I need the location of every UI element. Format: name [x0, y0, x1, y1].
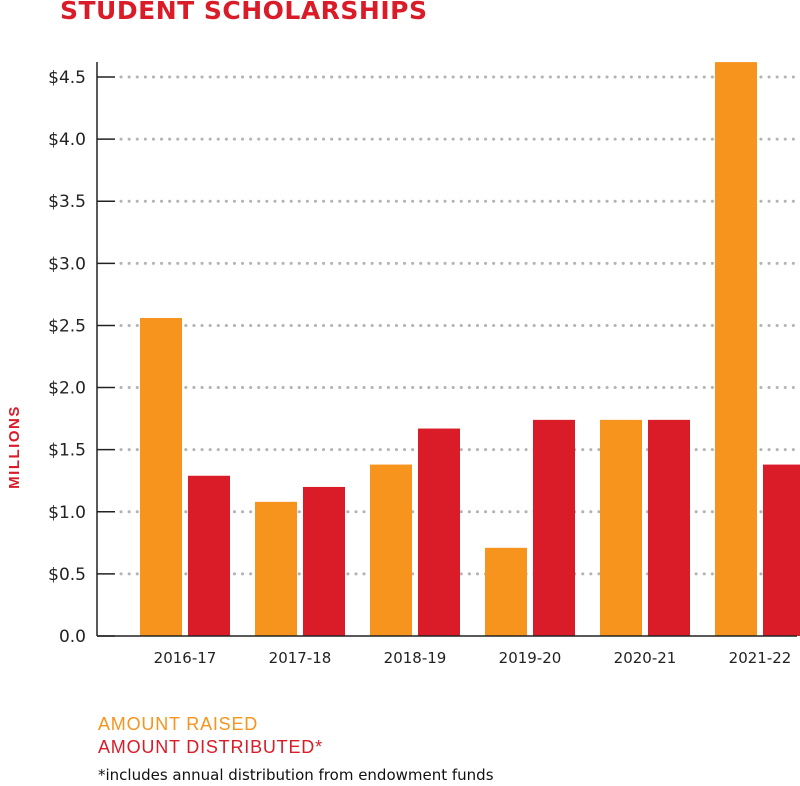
- y-tick-label: $1.0: [48, 503, 86, 523]
- bar-amount-raised: [715, 62, 757, 637]
- chart-title: STUDENT SCHOLARSHIPS: [60, 0, 428, 25]
- bar-chart: MILLIONS 0.0 $0.5 $1.0 $1.5 $2.0 $2.5 $3.0 $3.5…: [6, 62, 800, 667]
- legend-entry-raised: AMOUNT RAISED: [98, 714, 259, 734]
- legend: AMOUNT RAISED AMOUNT DISTRIBUTED*: [98, 713, 323, 759]
- bar-amount-distributed: [418, 428, 460, 636]
- bar-amount-distributed: [188, 475, 230, 636]
- x-tick-label: 2017-18: [269, 649, 332, 667]
- y-tick-label: $2.0: [48, 379, 86, 399]
- bar-amount-raised: [600, 419, 642, 636]
- bar-amount-raised: [255, 501, 297, 636]
- bar-amount-raised: [370, 464, 412, 636]
- y-tick-label: $3.0: [48, 254, 86, 274]
- bar-amount-raised: [485, 547, 527, 636]
- bars: [140, 62, 800, 637]
- bar-amount-distributed: [533, 419, 575, 636]
- legend-entry-distributed: AMOUNT DISTRIBUTED*: [98, 737, 323, 757]
- y-tick-label: 0.0: [59, 627, 86, 647]
- x-tick-label: 2020-21: [614, 649, 677, 667]
- x-tick-label: 2021-22: [729, 649, 792, 667]
- y-tick-label: $1.5: [48, 441, 86, 461]
- x-tick-label: 2019-20: [499, 649, 562, 667]
- y-tick-label: $2.5: [48, 316, 86, 336]
- bar-amount-distributed: [303, 486, 345, 636]
- x-tick-label: 2016-17: [154, 649, 217, 667]
- y-tick-label: $3.5: [48, 192, 86, 212]
- bar-amount-raised: [140, 317, 182, 636]
- y-axis-label: MILLIONS: [6, 405, 23, 489]
- x-tick-label: 2018-19: [384, 649, 447, 667]
- y-tick-label: $4.0: [48, 130, 86, 150]
- footnote: *includes annual distribution from endow…: [98, 766, 494, 784]
- bar-amount-distributed: [648, 419, 690, 636]
- y-tick-labels: 0.0 $0.5 $1.0 $1.5 $2.0 $2.5 $3.0 $3.5 $4.0 $4.5: [48, 68, 86, 647]
- y-tick-label: $0.5: [48, 565, 86, 585]
- x-tick-labels: 2016-17 2017-18 2018-19 2019-20 2020-21 2021-…: [154, 649, 792, 667]
- y-tick-label: $4.5: [48, 68, 86, 88]
- axes: [96, 62, 797, 637]
- gridlines: [119, 75, 799, 576]
- bar-amount-distributed: [763, 464, 800, 636]
